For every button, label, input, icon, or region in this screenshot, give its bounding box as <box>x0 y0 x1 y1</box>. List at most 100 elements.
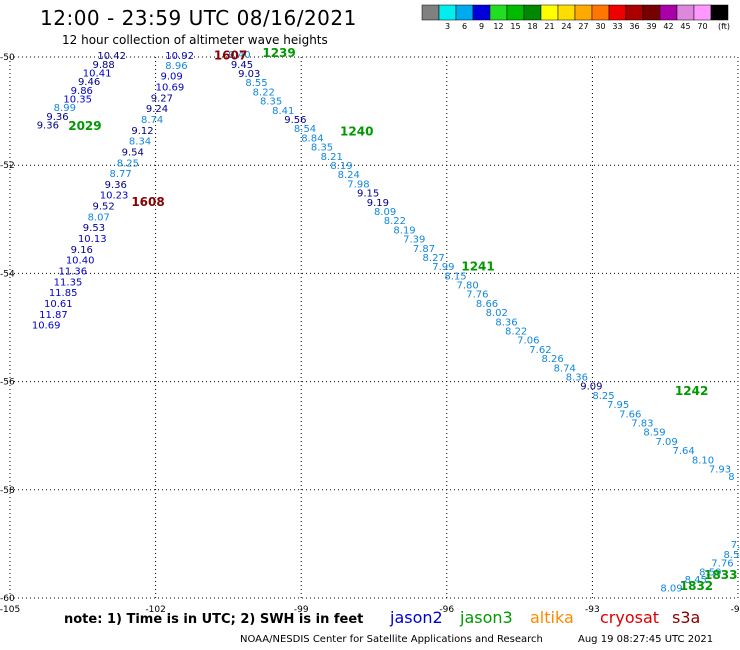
pass-time-label: 1832 <box>680 579 713 593</box>
y-tick-label: -50 <box>0 53 15 63</box>
swh-point-label: 9.09 <box>160 72 182 83</box>
swh-point-label: 8.41 <box>272 106 294 117</box>
swh-point-label: 9.36 <box>37 120 59 131</box>
swh-point-label: 9.56 <box>284 115 306 126</box>
y-tick-label: -56 <box>0 378 15 388</box>
legend-jason2: jason2 <box>390 608 443 627</box>
swh-point-label: 8.59 <box>699 567 721 578</box>
x-tick-label: -96 <box>439 605 454 612</box>
pass-time-label: 1242 <box>675 384 708 398</box>
swh-point-label: 10.69 <box>32 321 61 332</box>
swh-point-label: 8.24 <box>338 170 360 181</box>
swh-point-label: 8.19 <box>330 161 352 172</box>
colorbar-tick-label: 45 <box>680 22 691 31</box>
swh-point-label: 7.09 <box>655 437 677 448</box>
colorbar-tick-label: 24 <box>561 22 572 31</box>
colorbar <box>421 4 729 21</box>
colorbar-tick-label: 18 <box>527 22 538 31</box>
swh-point-label: 8.22 <box>253 87 275 98</box>
pass-time-label: 2029 <box>68 119 101 133</box>
swh-point-label: 8.54 <box>723 550 740 561</box>
colorbar-tick-label: 39 <box>646 22 657 31</box>
swh-point-label: 10.42 <box>97 51 126 62</box>
y-tick-label: -58 <box>0 486 15 496</box>
swh-point-label: 10.35 <box>63 94 92 105</box>
swh-point-label: 8.34 <box>129 137 151 148</box>
swh-point-label: 8.54 <box>294 124 316 135</box>
swh-point-label: 8.09 <box>374 207 396 218</box>
swh-point-label: 9.36 <box>46 112 68 123</box>
swh-point-label: 10.61 <box>44 299 73 310</box>
swh-point-label: 9.53 <box>83 223 105 234</box>
swh-point-label: 8.77 <box>109 169 131 180</box>
colorbar-unit: (ft) <box>718 22 731 31</box>
x-tick-label: -99 <box>294 605 309 612</box>
swh-point-label: 9.54 <box>122 147 144 158</box>
swh-point-label: 7.93 <box>709 464 731 475</box>
swh-point-label: 8.10 <box>692 455 714 466</box>
swh-point-label: 8.66 <box>476 299 498 310</box>
swh-point-label: 7.06 <box>517 336 539 347</box>
swh-point-label: 8.19 <box>393 225 415 236</box>
swh-point-label: 10.92 <box>165 51 194 62</box>
swh-point-label: 11.35 <box>54 277 83 288</box>
swh-point-label: 11.85 <box>49 288 78 299</box>
swh-point-label: 8.35 <box>311 143 333 154</box>
swh-point-label: 9.46 <box>78 77 100 88</box>
pass-time-label: 1608 <box>131 195 164 209</box>
colorbar-tick-label: 9 <box>478 22 485 31</box>
swh-point-label: 8.55 <box>245 78 267 89</box>
colorbar-tick-label: 27 <box>578 22 589 31</box>
swh-point-label: 7.95 <box>607 400 629 411</box>
swh-point-label: 8.74 <box>554 363 576 374</box>
footer-note: note: 1) Time is in UTC; 2) SWH is in fe… <box>64 612 364 627</box>
swh-point-label: 9.09 <box>580 382 602 393</box>
swh-point-label: 8.74 <box>141 115 163 126</box>
swh-point-label: 7.76 <box>711 559 733 570</box>
swh-point-label: 7.66 <box>619 409 641 420</box>
swh-point-label: 7.83 <box>631 419 653 430</box>
x-tick-label: -90 <box>731 605 740 612</box>
swh-point-label: 9.36 <box>105 180 127 191</box>
swh-point-label: 8.26 <box>541 354 563 365</box>
pass-time-label: 1241 <box>461 260 494 274</box>
swh-point-label: 8.22 <box>384 216 406 227</box>
swh-point-label: 8 <box>728 472 734 483</box>
swh-point-label: 8.99 <box>54 103 76 114</box>
swh-point-label: 9.15 <box>357 189 379 200</box>
swh-point-label: 9.86 <box>71 86 93 97</box>
colorbar-swatch <box>710 4 729 21</box>
pass-time-label: 1239 <box>262 46 295 60</box>
swh-point-label: 8.35 <box>260 97 282 108</box>
swh-point-label: 9.12 <box>131 126 153 137</box>
colorbar-tick-label: 3 <box>444 22 451 31</box>
swh-point-label: 10.40 <box>66 256 95 267</box>
swh-point-label: 8.25 <box>592 391 614 402</box>
swh-point-label: 9.27 <box>151 93 173 104</box>
chart-subtitle: 12 hour collection of altimeter wave hei… <box>62 33 328 47</box>
swh-point-label: 8.22 <box>505 327 527 338</box>
swh-point-label: 8.15 <box>444 271 466 282</box>
legend-altika: altika <box>530 608 574 627</box>
y-tick-label: -52 <box>0 161 15 171</box>
swh-point-label: 8.84 <box>301 133 323 144</box>
swh-point-label: 7.76 <box>466 290 488 301</box>
footer-credit: NOAA/NESDIS Center for Satellite Applica… <box>240 634 543 645</box>
swh-point-label: 9.16 <box>71 245 93 256</box>
x-tick-label: -105 <box>0 605 20 612</box>
swh-point-label: 7. <box>731 540 740 551</box>
swh-point-label: 8.27 <box>423 253 445 264</box>
colorbar-tick-label: 15 <box>510 22 521 31</box>
colorbar-tick-label: 21 <box>544 22 555 31</box>
colorbar-tick-label: 42 <box>663 22 674 31</box>
swh-point-label: 8.21 <box>321 152 343 163</box>
colorbar-tick-label: 6 <box>461 22 468 31</box>
swh-point-label: 8.25 <box>117 158 139 169</box>
swh-point-label: 10.41 <box>83 68 112 79</box>
swh-point-label: 8.36 <box>566 373 588 384</box>
swh-point-label: 7.39 <box>403 235 425 246</box>
swh-point-label: 9.45 <box>231 60 253 71</box>
swh-point-label: 11.87 <box>39 310 68 321</box>
colorbar-tick-label: 30 <box>595 22 606 31</box>
swh-point-label: 9.03 <box>238 69 260 80</box>
